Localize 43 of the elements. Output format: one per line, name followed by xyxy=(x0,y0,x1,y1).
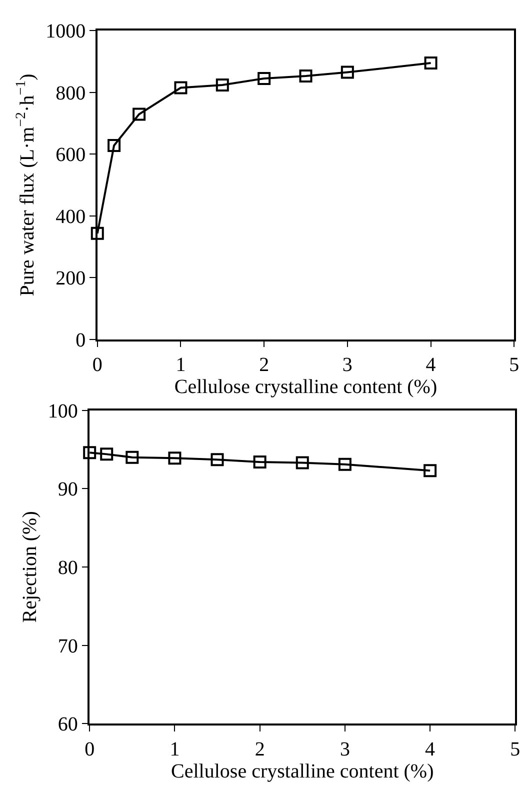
x-tick-label: 2 xyxy=(259,354,270,376)
y-tick-label: 80 xyxy=(58,556,78,579)
x-tick-label: 5 xyxy=(509,354,520,376)
x-tick-label: 4 xyxy=(425,738,436,760)
y-tick-label: 600 xyxy=(56,144,86,166)
point xyxy=(253,456,266,469)
y-tick-label: 200 xyxy=(56,268,86,290)
point xyxy=(210,453,224,466)
x-axis-title: Cellulose crystalline content (%) xyxy=(171,760,434,782)
y-tick-label: 60 xyxy=(58,714,78,736)
point xyxy=(174,81,188,94)
x-tick-label: 1 xyxy=(170,738,180,760)
x-tick-label: 3 xyxy=(342,354,352,376)
point xyxy=(424,56,438,70)
point xyxy=(258,72,271,85)
point xyxy=(168,452,182,465)
point xyxy=(132,108,146,121)
y-axis-title: Rejection (%) xyxy=(18,511,41,623)
point xyxy=(100,448,114,461)
point xyxy=(126,450,139,464)
x-tick-label: 3 xyxy=(340,738,350,760)
y-tick-label: 90 xyxy=(58,478,78,501)
x-tick-label: 4 xyxy=(426,354,436,376)
point xyxy=(216,78,229,92)
y-tick-label: 1000 xyxy=(46,20,86,43)
y-tick-label: 70 xyxy=(58,635,78,658)
point xyxy=(296,456,309,470)
x-tick-label: 5 xyxy=(510,738,520,760)
point xyxy=(90,226,104,240)
y-tick-label: 0 xyxy=(76,329,86,352)
point xyxy=(424,464,437,478)
y-tick-label: 400 xyxy=(56,206,86,228)
point xyxy=(108,138,121,152)
point xyxy=(83,446,96,460)
point xyxy=(340,66,354,79)
y-tick-label: 100 xyxy=(48,400,78,422)
x-tick-label: 1 xyxy=(176,354,186,376)
y-tick-label: 800 xyxy=(56,82,86,104)
x-tick-label: 2 xyxy=(254,738,265,760)
x-tick-label: 0 xyxy=(92,354,102,376)
point xyxy=(299,70,312,82)
x-axis-title: Cellulose crystalline content (%) xyxy=(174,376,438,398)
point xyxy=(338,458,352,471)
